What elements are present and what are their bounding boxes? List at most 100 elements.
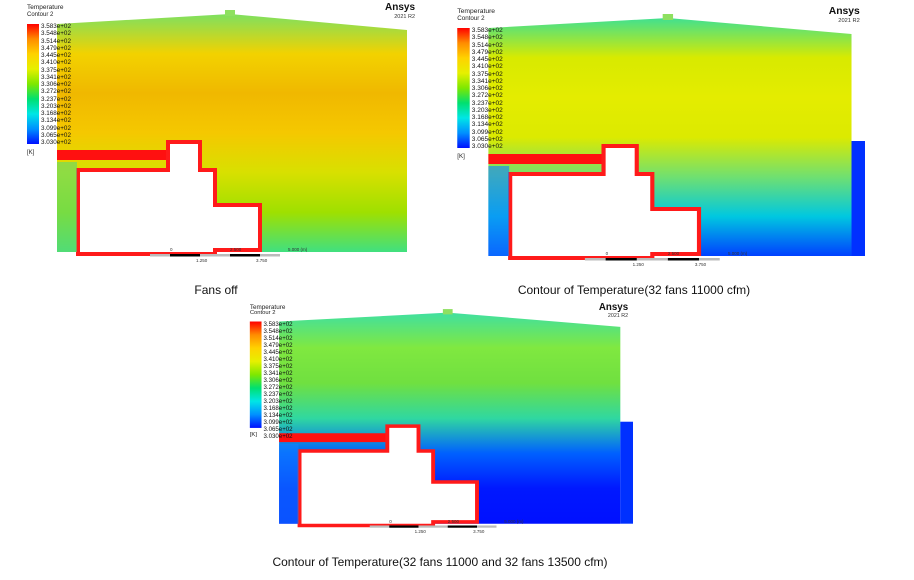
legend-value: 3.375e+02 xyxy=(41,66,71,74)
legend-value: 3.341e+02 xyxy=(41,73,71,81)
legend-value: 3.065e+02 xyxy=(471,135,503,143)
ansys-logo: Ansys xyxy=(828,6,860,17)
colorbar xyxy=(457,28,470,148)
caption-32-fans-11000: Contour of Temperature(32 fans 11000 cfm… xyxy=(517,283,751,297)
legend-value: 3.237e+02 xyxy=(41,95,71,103)
legend-value: 3.168e+02 xyxy=(471,114,503,121)
scale-tick: 1.250 xyxy=(632,262,644,267)
legend-value: 3.099e+02 xyxy=(263,418,293,426)
legend-value: 3.065e+02 xyxy=(41,131,71,139)
legend-value: 3.030e+02 xyxy=(41,139,71,146)
legend-value: 3.548e+02 xyxy=(263,327,293,335)
legend-value: 3.203e+02 xyxy=(41,102,71,110)
contour-panel-64-fans: Temperature Contour 2 3.583e+02 3.548e+02 3.… xyxy=(243,302,633,537)
contour-panel-32-fans-11000: Temperature Contour 2 3.583e+02 3.548e+02 3.… xyxy=(450,6,865,271)
scale-tick: 0 xyxy=(605,251,609,256)
legend-value: 3.445e+02 xyxy=(471,56,503,63)
scale-tick: 2.500 xyxy=(230,247,242,252)
caption-64-fans: Contour of Temperature(32 fans 11000 and… xyxy=(272,555,608,569)
legend-value: 3.375e+02 xyxy=(471,70,503,78)
legend-value: 3.445e+02 xyxy=(41,52,71,59)
side-extension xyxy=(620,421,633,524)
legend-value: 3.410e+02 xyxy=(41,59,71,67)
scale-tick: 0 xyxy=(170,247,173,252)
legend-value: 3.134e+02 xyxy=(471,121,503,129)
contour-plot xyxy=(457,14,865,261)
scale-bar xyxy=(170,254,200,257)
ansys-logo: Ansys xyxy=(384,2,415,13)
legend-value: 3.306e+02 xyxy=(471,85,503,92)
legend-value: 3.306e+02 xyxy=(41,81,71,88)
contour-plot xyxy=(27,10,407,257)
roof-vent xyxy=(442,309,453,315)
hot-layer xyxy=(57,150,177,160)
scale-tick: 3.750 xyxy=(473,529,485,535)
legend-title: Temperature xyxy=(249,303,286,311)
legend-value: 3.203e+02 xyxy=(471,106,503,114)
legend-value: 3.237e+02 xyxy=(263,390,293,398)
legend-value: 3.272e+02 xyxy=(41,88,71,96)
legend-value: 3.479e+02 xyxy=(471,48,503,56)
colorbar xyxy=(27,24,39,144)
legend-unit: [K] xyxy=(249,432,257,439)
legend-value: 3.548e+02 xyxy=(471,34,503,42)
legend-values: 3.583e+02 3.548e+02 3.514e+02 3.479e+02 3.44… xyxy=(41,23,71,146)
scale-tick: 1.250 xyxy=(196,258,208,263)
equipment-solid xyxy=(297,424,479,528)
scale-tick: 5.000 (m) xyxy=(504,519,524,525)
caption-fans-off: Fans off xyxy=(194,283,238,297)
scale-tick: 5.000 (m) xyxy=(288,247,308,252)
legend-subtitle: Contour 2 xyxy=(457,15,485,22)
legend-subtitle: Contour 2 xyxy=(27,12,54,18)
scale-tick: 2.500 xyxy=(667,251,680,256)
legend-value: 3.237e+02 xyxy=(471,99,503,107)
legend-value: 3.410e+02 xyxy=(263,355,293,363)
legend-value: 3.168e+02 xyxy=(41,110,71,117)
scale-tick: 3.750 xyxy=(256,258,268,263)
roof-vent xyxy=(662,14,674,20)
legend-value: 3.099e+02 xyxy=(41,124,71,132)
legend-value: 3.341e+02 xyxy=(471,77,503,85)
scale-tick: 5.000 (m) xyxy=(728,251,748,256)
legend-value: 3.583e+02 xyxy=(41,23,71,30)
legend-value: 3.583e+02 xyxy=(471,27,503,34)
contour-panel-fans-off: Temperature Contour 2 3.583e+02 3.548e+02 3.… xyxy=(20,2,420,267)
legend-values: 3.583e+02 3.548e+02 3.514e+02 3.479e+02 3.44… xyxy=(472,27,503,150)
version-label: 2021 R2 xyxy=(838,18,860,24)
legend-value: 3.514e+02 xyxy=(471,41,503,49)
scale-tick: 1.250 xyxy=(414,529,426,535)
hot-layer xyxy=(279,433,397,443)
hot-layer xyxy=(488,154,613,164)
version-label: 2021 R2 xyxy=(607,312,629,319)
legend-value: 3.203e+02 xyxy=(263,397,293,405)
scale-tick: 0 xyxy=(389,519,392,525)
legend-title: Temperature xyxy=(27,4,64,11)
legend-value: 3.479e+02 xyxy=(263,341,293,349)
contour-plot xyxy=(249,309,633,528)
legend-value: 3.479e+02 xyxy=(41,44,71,52)
legend-value: 3.341e+02 xyxy=(263,369,293,377)
legend-title: Temperature xyxy=(457,8,496,15)
side-extension xyxy=(851,141,865,256)
colorbar xyxy=(249,321,262,428)
legend-value: 3.306e+02 xyxy=(263,376,293,384)
legend-value: 3.065e+02 xyxy=(263,425,293,433)
legend-values: 3.583e+02 3.548e+02 3.514e+02 3.479e+02 3.44… xyxy=(263,320,293,440)
legend-value: 3.030e+02 xyxy=(471,143,503,150)
legend-value: 3.134e+02 xyxy=(263,411,293,419)
version-label: 2021 R2 xyxy=(394,14,415,20)
legend-value: 3.514e+02 xyxy=(41,37,71,45)
legend-value: 3.514e+02 xyxy=(263,334,293,342)
legend-value: 3.030e+02 xyxy=(263,432,293,440)
roof-vent xyxy=(225,10,235,16)
legend-value: 3.375e+02 xyxy=(263,362,293,370)
legend-unit: [K] xyxy=(457,153,465,160)
legend-subtitle: Contour 2 xyxy=(249,309,276,316)
legend-value: 3.548e+02 xyxy=(41,30,71,38)
legend-value: 3.272e+02 xyxy=(263,383,293,391)
legend-value: 3.445e+02 xyxy=(263,348,293,356)
legend-value: 3.272e+02 xyxy=(471,92,503,100)
scale-tick: 3.750 xyxy=(694,262,707,267)
legend-value: 3.583e+02 xyxy=(263,320,293,328)
legend-value: 3.099e+02 xyxy=(471,128,503,136)
